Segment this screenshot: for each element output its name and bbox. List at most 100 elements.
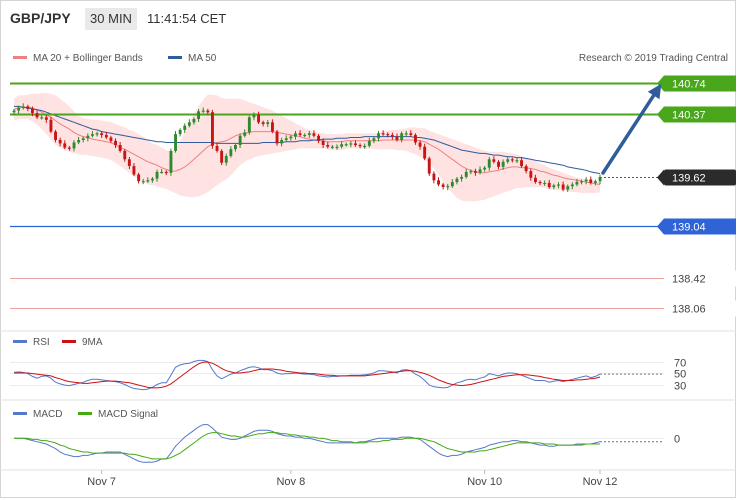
candle-body xyxy=(21,106,25,109)
candle-body xyxy=(418,142,422,147)
candle-body xyxy=(367,140,371,146)
candle-body xyxy=(49,119,53,132)
candle-body xyxy=(271,122,274,132)
candle-body xyxy=(381,133,385,135)
price-legend: MA 20 + Bollinger Bands MA 50 Research ©… xyxy=(13,53,728,64)
candle-body xyxy=(358,145,362,147)
candle-body xyxy=(492,159,496,162)
candle-body xyxy=(294,133,297,137)
candle-body xyxy=(441,184,445,187)
legend-macd-signal-swatch xyxy=(78,412,92,415)
legend-ma50-swatch xyxy=(168,56,182,59)
candle-body xyxy=(169,150,173,173)
level-tag-140.37 xyxy=(664,106,736,123)
candle-body xyxy=(174,134,177,151)
candle-body xyxy=(455,178,459,183)
candle-body xyxy=(307,133,311,135)
candle-body xyxy=(317,135,320,141)
candle-body xyxy=(594,181,597,183)
candle-body xyxy=(26,106,30,109)
candle-body xyxy=(543,182,547,185)
timeframe-badge[interactable]: 30 MIN xyxy=(85,8,137,30)
candle-body xyxy=(598,177,602,182)
candle-body xyxy=(220,150,224,163)
candle-body xyxy=(510,159,514,161)
candle-body xyxy=(561,184,565,190)
level-tag-pointer-140.74 xyxy=(657,75,664,92)
level-tag-138.06 xyxy=(664,300,736,317)
candle-body xyxy=(35,113,39,118)
candle-body xyxy=(137,174,141,182)
candle-body xyxy=(187,122,191,126)
macd-legend: MACD MACD Signal xyxy=(13,409,158,420)
legend-rsi-swatch xyxy=(13,340,27,343)
candle-body xyxy=(520,160,523,167)
candle-body xyxy=(529,171,533,178)
candle-body xyxy=(104,134,108,138)
candle-body xyxy=(515,160,519,162)
candle-body xyxy=(164,171,168,174)
candle-body xyxy=(580,181,583,183)
candle-body xyxy=(151,178,154,181)
candle-body xyxy=(298,133,302,135)
candle-body xyxy=(506,159,510,162)
candle-body xyxy=(224,156,228,163)
candle-body xyxy=(289,136,293,139)
candle-body xyxy=(390,134,394,137)
candle-body xyxy=(432,173,436,181)
candle-body xyxy=(141,181,145,183)
legend-ma50-label: MA 50 xyxy=(188,53,217,64)
candle-body xyxy=(478,169,482,173)
candle-body xyxy=(261,122,265,124)
candle-body xyxy=(566,186,570,190)
candle-body xyxy=(464,171,468,177)
level-tag-138.42 xyxy=(664,270,736,287)
candle-body xyxy=(547,182,551,188)
macd-panel: 0 xyxy=(10,424,680,463)
candle-body xyxy=(243,132,247,136)
candle-body xyxy=(584,179,588,182)
candle-body xyxy=(423,146,427,159)
candle-body xyxy=(72,142,76,149)
candle-body xyxy=(192,119,196,123)
level-label-139.62: 139.62 xyxy=(672,173,706,185)
level-tag-pointer-139.62 xyxy=(657,169,664,186)
candle-body xyxy=(77,140,81,143)
candle-body xyxy=(284,138,288,140)
time-axis: Nov 7 Nov 8 Nov 10 Nov 12 xyxy=(87,470,617,488)
candle-body xyxy=(344,144,348,146)
candle-body xyxy=(557,184,560,186)
candle-body xyxy=(63,143,67,148)
bollinger-band-area xyxy=(14,92,600,202)
legend-bollinger-label: MA 20 + Bollinger Bands xyxy=(33,53,143,64)
candle-body xyxy=(86,135,90,139)
candle-body xyxy=(538,182,542,184)
macd-signal-line xyxy=(14,432,600,460)
candle-body xyxy=(474,171,477,173)
candle-body xyxy=(497,161,500,167)
legend-rsi-ma-label: 9MA xyxy=(82,337,103,348)
candle-body xyxy=(460,177,463,179)
candle-body xyxy=(12,110,16,113)
candle-body xyxy=(127,159,131,166)
candle-body xyxy=(363,145,367,148)
candle-body xyxy=(54,131,57,140)
x-tick-label: Nov 12 xyxy=(583,476,618,488)
candle-body xyxy=(501,161,505,167)
candle-body xyxy=(372,138,376,141)
candle-body xyxy=(211,112,214,146)
legend-bollinger-swatch xyxy=(13,56,27,59)
candle-body xyxy=(570,184,574,187)
candle-body xyxy=(524,166,528,172)
candle-body xyxy=(326,145,330,147)
candle-body xyxy=(201,110,205,112)
chart-header: GBP/JPY 30 MIN 11:41:54 CET xyxy=(1,1,737,39)
level-label-140.74: 140.74 xyxy=(672,79,706,91)
candle-body xyxy=(427,158,431,174)
level-label-140.37: 140.37 xyxy=(672,110,706,122)
candle-body xyxy=(238,135,242,145)
candle-body xyxy=(377,133,380,139)
x-tick-label: Nov 10 xyxy=(467,476,502,488)
candle-body xyxy=(67,147,71,149)
